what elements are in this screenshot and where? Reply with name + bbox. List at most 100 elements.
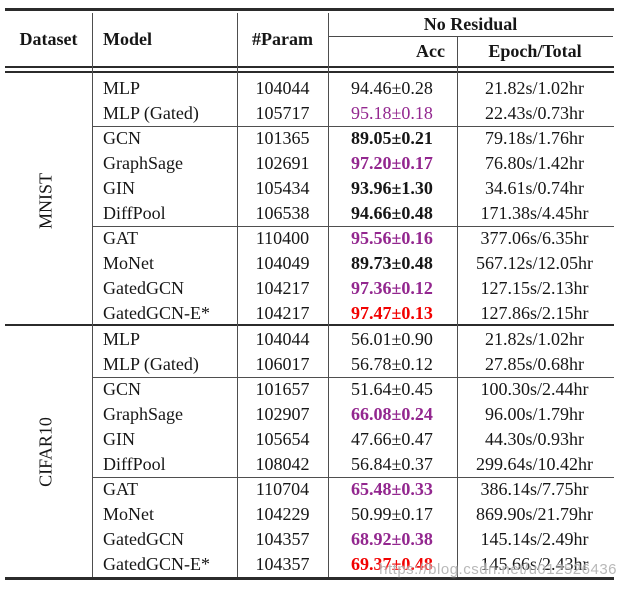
acc-cell: 97.47±0.13 (351, 303, 433, 323)
acc-cell: 50.99±0.17 (351, 504, 433, 524)
acc-cell: 56.84±0.37 (351, 454, 433, 474)
acc-cell: 51.64±0.45 (351, 379, 433, 399)
table-row: GIN 105654 47.66±0.47 44.30s/0.93hr (0, 427, 619, 452)
table-row: GatedGCN 104357 68.92±0.38 145.14s/2.49hr (0, 527, 619, 552)
param-cell: 101657 (255, 379, 310, 399)
header-epoch-total: Epoch/Total (488, 41, 582, 61)
model-cell: GIN (103, 178, 135, 198)
acc-cell: 97.36±0.12 (351, 278, 433, 298)
param-cell: 105654 (255, 429, 310, 449)
epoch-total-cell: 567.12s/12.05hr (476, 253, 593, 273)
section-cifar10-rows: MLP 104044 56.01±0.90 21.82s/1.02hr MLP (Gat… (0, 327, 619, 577)
model-cell: MLP (Gated) (103, 354, 199, 374)
table-row: GatedGCN 104217 97.36±0.12 127.15s/2.13hr (0, 276, 619, 301)
table-row: DiffPool 108042 56.84±0.37 299.64s/10.42hr (0, 452, 619, 477)
param-cell: 108042 (255, 454, 310, 474)
model-cell: GraphSage (103, 153, 183, 173)
table-row: GIN 105434 93.96±1.30 34.61s/0.74hr (0, 176, 619, 201)
acc-cell: 97.20±0.17 (351, 153, 433, 173)
model-column-rule (237, 13, 239, 577)
param-cell: 104044 (255, 78, 310, 98)
param-cell: 104229 (255, 504, 310, 524)
header-model: Model (103, 29, 152, 49)
model-cell: MLP (103, 329, 141, 349)
table-row: GCN 101365 89.05±0.21 79.18s/1.76hr (0, 126, 619, 151)
epoch-total-cell: 76.80s/1.42hr (485, 153, 584, 173)
param-cell: 104357 (255, 554, 310, 574)
epoch-total-cell: 127.86s/2.15hr (480, 303, 589, 323)
table-top-rule (5, 8, 614, 11)
epoch-total-cell: 386.14s/7.75hr (480, 479, 589, 499)
acc-cell: 56.78±0.12 (351, 354, 433, 374)
model-cell: MLP (Gated) (103, 103, 199, 123)
watermark-url: https://blog.csdn.net/u012526436 (379, 561, 617, 578)
epoch-total-cell: 27.85s/0.68hr (485, 354, 584, 374)
table-row: DiffPool 106538 94.66±0.48 171.38s/4.45hr (0, 201, 619, 226)
group-separator-rule (92, 126, 614, 128)
param-cell: 105434 (255, 178, 310, 198)
param-cell: 110400 (255, 228, 310, 248)
param-cell: 104357 (255, 529, 310, 549)
model-cell: GraphSage (103, 404, 183, 424)
model-cell: GAT (103, 228, 138, 248)
acc-cell: 65.48±0.33 (351, 479, 433, 499)
acc-cell: 95.56±0.16 (351, 228, 433, 248)
param-cell: 104049 (255, 253, 310, 273)
acc-cell: 89.73±0.48 (351, 253, 433, 273)
epoch-total-cell: 22.43s/0.73hr (485, 103, 584, 123)
table-bottom-rule (5, 577, 614, 580)
epoch-total-cell: 869.90s/21.79hr (476, 504, 593, 524)
model-cell: GatedGCN-E* (103, 303, 210, 323)
acc-cell: 95.18±0.18 (351, 103, 433, 123)
table-row: MoNet 104229 50.99±0.17 869.90s/21.79hr (0, 502, 619, 527)
model-cell: GAT (103, 479, 138, 499)
epoch-total-cell: 145.66s/2.43hr (480, 554, 589, 574)
acc-cell: 94.66±0.48 (351, 203, 433, 223)
model-cell: GIN (103, 429, 135, 449)
model-cell: DiffPool (103, 203, 166, 223)
header-double-rule-lower (5, 71, 614, 73)
header-param: #Param (252, 29, 313, 49)
table-row: GatedGCN-E* 104357 69.37±0.48 145.66s/2.43h… (0, 552, 619, 577)
table-row: MLP (Gated) 106017 56.78±0.12 27.85s/0.68hr (0, 352, 619, 377)
table-row: MoNet 104049 89.73±0.48 567.12s/12.05hr (0, 251, 619, 276)
table-row: GatedGCN-E* 104217 97.47±0.13 127.86s/2.15h… (0, 301, 619, 326)
epoch-total-cell: 21.82s/1.02hr (485, 78, 584, 98)
model-cell: GatedGCN (103, 529, 184, 549)
acc-cell: 56.01±0.90 (351, 329, 433, 349)
model-cell: GatedGCN (103, 278, 184, 298)
epoch-total-cell: 21.82s/1.02hr (485, 329, 584, 349)
acc-column-rule (457, 37, 459, 577)
no-residual-underline (328, 36, 613, 38)
epoch-total-cell: 171.38s/4.45hr (480, 203, 589, 223)
param-cell: 110704 (255, 479, 310, 499)
acc-cell: 93.96±1.30 (351, 178, 433, 198)
table-row: GCN 101657 51.64±0.45 100.30s/2.44hr (0, 377, 619, 402)
param-cell: 105717 (255, 103, 310, 123)
acc-cell: 68.92±0.38 (351, 529, 433, 549)
model-cell: MoNet (103, 253, 154, 273)
model-cell: MLP (103, 78, 141, 98)
table-row: GAT 110704 65.48±0.33 386.14s/7.75hr (0, 477, 619, 502)
section-separator-rule (5, 324, 614, 326)
param-cell: 106538 (255, 203, 310, 223)
model-cell: GatedGCN-E* (103, 554, 210, 574)
table-row: GAT 110400 95.56±0.16 377.06s/6.35hr (0, 226, 619, 251)
section-mnist-rows: MLP 104044 94.46±0.28 21.82s/1.02hr MLP (Gat… (0, 76, 619, 326)
epoch-total-cell: 79.18s/1.76hr (485, 128, 584, 148)
param-cell: 104217 (255, 278, 310, 298)
param-cell: 106017 (255, 354, 310, 374)
dataset-column-rule (92, 13, 94, 577)
model-cell: GCN (103, 128, 142, 148)
epoch-total-cell: 299.64s/10.42hr (476, 454, 593, 474)
table-row: GraphSage 102907 66.08±0.24 96.00s/1.79hr (0, 402, 619, 427)
param-cell: 104217 (255, 303, 310, 323)
epoch-total-cell: 145.14s/2.49hr (480, 529, 589, 549)
param-cell: 101365 (255, 128, 310, 148)
param-column-rule (328, 13, 330, 577)
table-row: MLP 104044 56.01±0.90 21.82s/1.02hr (0, 327, 619, 352)
table-row: MLP (Gated) 105717 95.18±0.18 22.43s/0.73hr (0, 101, 619, 126)
acc-cell: 94.46±0.28 (351, 78, 433, 98)
model-cell: DiffPool (103, 454, 166, 474)
